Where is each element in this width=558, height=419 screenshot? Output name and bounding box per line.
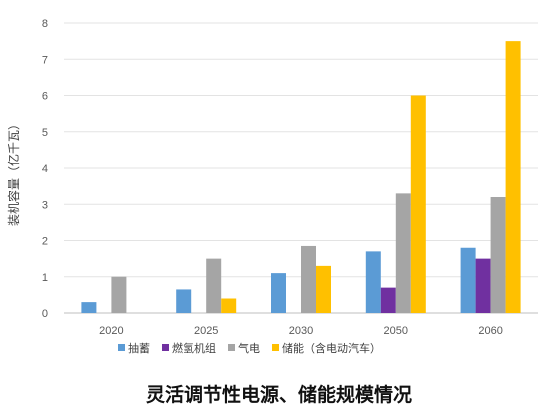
bar-2060-0 <box>460 247 476 313</box>
bar-2060-2 <box>490 197 506 313</box>
x-tick-label: 2030 <box>289 325 313 337</box>
y-tick-label: 5 <box>42 127 48 139</box>
bar-2030-2 <box>301 245 316 313</box>
legend-swatch <box>162 344 169 351</box>
y-axis-ticks: 0 1 2 3 4 5 6 7 8 <box>42 18 48 320</box>
x-axis-ticks: 2020 2025 2030 2050 2060 <box>99 325 503 337</box>
bar-2050-3 <box>410 95 426 313</box>
bar-2050-2 <box>395 193 411 313</box>
bar-2060-3 <box>505 41 521 313</box>
y-tick-label: 4 <box>42 163 48 175</box>
y-tick-label: 7 <box>42 54 48 66</box>
legend-label: 燃氢机组 <box>172 341 216 355</box>
bar-2060-1 <box>475 258 491 313</box>
legend-swatch <box>228 344 235 351</box>
x-tick-label: 2020 <box>99 325 123 337</box>
bar-2030-3 <box>316 265 331 313</box>
bar-2020-0 <box>81 302 97 313</box>
bar-2025-3 <box>221 298 237 313</box>
y-tick-label: 0 <box>42 308 48 320</box>
bars <box>81 41 521 313</box>
bar-2020-2 <box>111 276 127 313</box>
y-tick-label: 1 <box>42 272 48 284</box>
legend-label: 抽蓄 <box>128 341 150 355</box>
y-tick-label: 8 <box>42 18 48 30</box>
y-tick-label: 2 <box>42 236 48 248</box>
legend: 抽蓄 燃氢机组 气电 储能（含电动汽车） <box>118 341 381 355</box>
bar-chart: 0 1 2 3 4 5 6 7 8 2020 2025 2030 2050 2060 装机容量（亿千瓦）… <box>6 18 538 355</box>
gridlines <box>64 22 538 314</box>
bar-2025-2 <box>206 258 222 313</box>
y-tick-label: 3 <box>42 199 48 211</box>
bar-2050-0 <box>365 251 381 313</box>
x-tick-label: 2060 <box>478 325 502 337</box>
y-tick-label: 6 <box>42 91 48 103</box>
legend-swatch <box>118 344 125 351</box>
legend-label: 储能（含电动汽车） <box>282 341 381 355</box>
legend-label: 气电 <box>238 341 260 355</box>
bar-2050-1 <box>380 287 396 313</box>
x-tick-label: 2050 <box>384 325 408 337</box>
legend-swatch <box>272 344 279 351</box>
bar-2025-0 <box>176 289 192 313</box>
y-axis-title: 装机容量（亿千瓦） <box>6 118 21 226</box>
bar-2030-0 <box>271 273 286 313</box>
x-tick-label: 2025 <box>194 325 218 337</box>
chart-caption: 灵活调节性电源、储能规模情况 <box>145 384 412 406</box>
